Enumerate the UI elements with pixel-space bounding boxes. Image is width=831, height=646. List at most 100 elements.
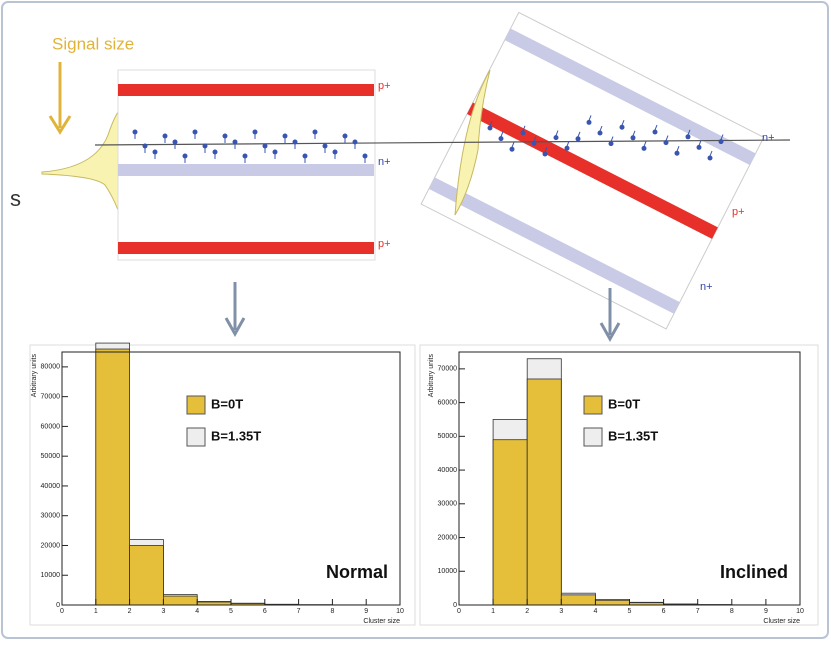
carrier (675, 151, 680, 156)
y-axis-label: Arbitrary units (428, 354, 435, 398)
carrier (303, 154, 308, 159)
x-tick-label: 4 (593, 608, 597, 615)
strip-label: n+ (762, 132, 775, 144)
x-tick-label: 1 (491, 608, 495, 615)
x-tick-label: 9 (764, 608, 768, 615)
carrier (233, 140, 238, 145)
x-tick-label: 5 (229, 608, 233, 615)
carrier (223, 134, 228, 139)
carrier (253, 130, 258, 135)
carrier (653, 130, 658, 135)
carrier (708, 156, 713, 161)
strip-label: p+ (378, 80, 391, 92)
y-tick-label: 10000 (41, 572, 61, 579)
carrier (283, 134, 288, 139)
y-tick-label: 20000 (41, 542, 61, 549)
carrier (173, 140, 178, 145)
carrier (213, 150, 218, 155)
y-tick-label: 30000 (41, 513, 61, 520)
legend-label: B=0T (211, 396, 243, 411)
y-tick-label: 60000 (41, 423, 61, 430)
y-axis-label: Arbitrary units (31, 354, 38, 398)
carrier (510, 147, 515, 152)
carrier (499, 136, 504, 141)
carrier (143, 144, 148, 149)
histogram-bar (96, 349, 130, 605)
carrier (273, 150, 278, 155)
strip-p (118, 84, 374, 96)
legend-swatch (584, 396, 602, 414)
carrier (521, 130, 526, 135)
carrier (543, 152, 548, 157)
strip-label: p+ (732, 206, 745, 218)
signal-label: Signal size (52, 34, 134, 53)
legend-swatch (187, 428, 205, 446)
carrier (488, 126, 493, 131)
carrier (697, 145, 702, 150)
x-axis-label: Cluster size (763, 618, 800, 625)
y-tick-label: 80000 (41, 364, 61, 371)
carrier (664, 140, 669, 145)
histogram-bar (527, 379, 561, 605)
histogram-bar (163, 596, 197, 605)
edge-text: s (10, 186, 21, 211)
x-axis-label: Cluster size (363, 618, 400, 625)
x-tick-label: 10 (396, 608, 404, 615)
annotation: Normal (326, 562, 388, 582)
carrier (554, 135, 559, 140)
carrier (183, 154, 188, 159)
strip-label: n+ (700, 281, 713, 293)
carrier (133, 130, 138, 135)
carrier (293, 140, 298, 145)
carrier (631, 135, 636, 140)
y-tick-label: 40000 (438, 467, 458, 474)
x-tick-label: 0 (60, 608, 64, 615)
y-tick-label: 50000 (41, 453, 61, 460)
carrier (203, 144, 208, 149)
carrier (343, 134, 348, 139)
carrier (598, 131, 603, 136)
strip-label: p+ (378, 238, 391, 250)
x-tick-label: 3 (161, 608, 165, 615)
carrier (532, 141, 537, 146)
carrier (333, 150, 338, 155)
legend-swatch (584, 428, 602, 446)
histogram-bar (595, 600, 629, 605)
y-tick-label: 10000 (438, 568, 458, 575)
x-tick-label: 7 (696, 608, 700, 615)
x-tick-label: 2 (525, 608, 529, 615)
x-tick-label: 8 (330, 608, 334, 615)
carrier (363, 154, 368, 159)
chart-panel (30, 345, 415, 625)
annotation: Inclined (720, 562, 788, 582)
strip-label: n+ (378, 156, 391, 168)
carrier (609, 141, 614, 146)
x-tick-label: 9 (364, 608, 368, 615)
x-tick-label: 7 (297, 608, 301, 615)
histogram-bar (130, 545, 164, 605)
carrier (642, 146, 647, 151)
legend-label: B=1.35T (211, 428, 261, 443)
x-tick-label: 10 (796, 608, 804, 615)
x-tick-label: 0 (457, 608, 461, 615)
strip-n (118, 164, 374, 176)
carrier (153, 150, 158, 155)
x-tick-label: 5 (628, 608, 632, 615)
legend-swatch (187, 396, 205, 414)
carrier (620, 125, 625, 130)
x-tick-label: 8 (730, 608, 734, 615)
y-tick-label: 20000 (438, 534, 458, 541)
legend-label: B=0T (608, 396, 640, 411)
x-tick-label: 6 (263, 608, 267, 615)
carrier (163, 134, 168, 139)
carrier (193, 130, 198, 135)
carrier (323, 144, 328, 149)
y-tick-label: 50000 (438, 433, 458, 440)
carrier (587, 120, 592, 125)
carrier (353, 140, 358, 145)
carrier (243, 154, 248, 159)
carrier (576, 136, 581, 141)
carrier (263, 144, 268, 149)
carrier (686, 134, 691, 139)
